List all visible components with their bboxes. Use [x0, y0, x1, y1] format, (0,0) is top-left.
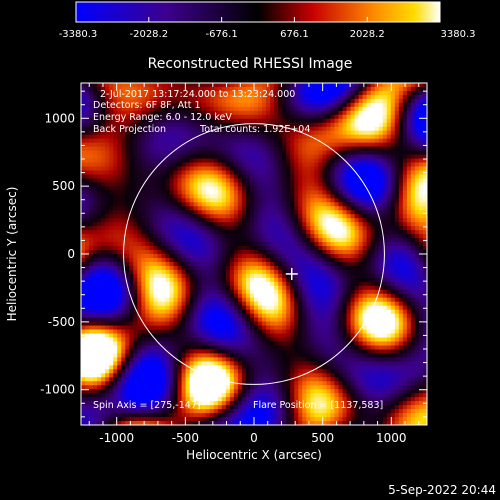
footer-date: 5-Sep-2022 20:44	[388, 483, 496, 497]
counts-label: Total counts: 1.92E+04	[199, 124, 310, 135]
axis-ticks: -1000 -500 0 500 1000 -1000 -500 0 500 1000	[40, 83, 427, 445]
colorbar-tick-label: 3380.3	[441, 29, 476, 40]
energy-label: Energy Range: 6.0 - 12.0 keV	[93, 112, 232, 123]
y-axis-label: Heliocentric Y (arcsec)	[5, 187, 19, 322]
y-tick-label: 500	[52, 179, 75, 193]
colorbar-ticks: -3380.3 -2028.2 -676.1 676.1 2028.2 3380.3	[59, 17, 476, 40]
y-tick-label: 1000	[44, 111, 75, 125]
x-tick-label: 500	[311, 431, 334, 445]
y-tick-label: -500	[48, 315, 75, 329]
colorbar-tick-label: -676.1	[205, 29, 237, 40]
colorbar-tick-label: 676.1	[280, 29, 309, 40]
detectors-label: Detectors: 6F 8F, Att 1	[93, 100, 201, 111]
colorbar-tick-label: 2028.2	[350, 29, 385, 40]
method-label: Back Projection	[93, 124, 166, 135]
flare-position-label: Flare Position = [1137,583]	[253, 400, 383, 411]
spin-axis-marker	[285, 267, 298, 280]
colorbar-tick-label: -2028.2	[129, 29, 168, 40]
solar-limb-circle	[123, 123, 385, 385]
y-tick-label: 0	[67, 247, 75, 261]
x-tick-label: -500	[172, 431, 199, 445]
colorbar	[75, 1, 441, 23]
x-axis-label: Heliocentric X (arcsec)	[186, 448, 322, 462]
y-tick-label: -1000	[40, 383, 75, 397]
chart-title: Reconstructed RHESSI Image	[148, 56, 353, 72]
time-range-label: 2-Jul-2017 13:17:24.000 to 13:23:24.000	[100, 89, 295, 100]
x-tick-label: -1000	[99, 431, 134, 445]
colorbar-tick-label: -3380.3	[59, 29, 98, 40]
x-tick-label: 1000	[376, 431, 407, 445]
x-tick-label: 0	[250, 431, 258, 445]
spin-axis-label: Spin Axis = [275,-147]	[93, 400, 201, 411]
